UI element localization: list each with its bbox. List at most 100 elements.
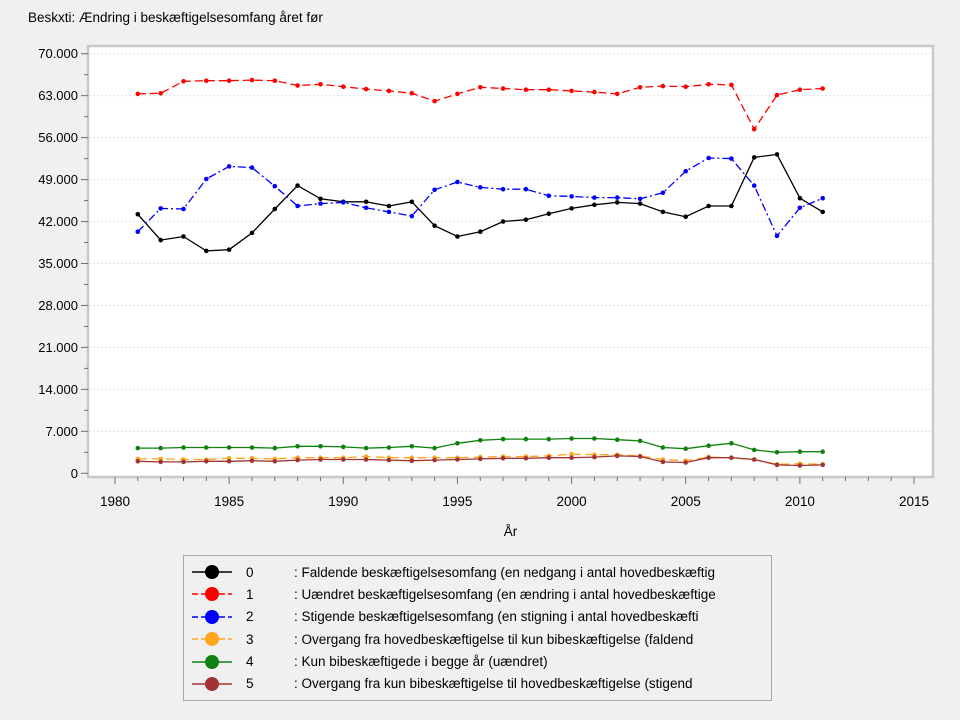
- series-marker: [500, 186, 506, 192]
- x-tick-label: 2000: [557, 494, 587, 509]
- series-marker: [614, 437, 620, 443]
- series-marker: [363, 199, 369, 205]
- series-marker: [592, 89, 597, 95]
- legend-item-4: 4: Kun bibeskæftigede i begge år (uændre…: [190, 651, 771, 673]
- series-marker: [455, 91, 460, 97]
- series-marker: [569, 451, 574, 457]
- series-marker: [500, 436, 506, 442]
- series-marker: [432, 445, 437, 451]
- series-marker: [820, 195, 825, 201]
- y-axis: 70.000 63.000 56.000 49.000 42.000 35.000 28.0…: [38, 46, 88, 481]
- series-marker: [272, 206, 278, 212]
- series-4: [135, 436, 825, 455]
- series-marker: [318, 444, 323, 449]
- series-marker: [683, 84, 688, 89]
- series-marker: [706, 443, 711, 449]
- series-marker: [181, 79, 186, 84]
- series-marker: [455, 441, 460, 446]
- series-marker: [432, 457, 437, 463]
- series-marker: [546, 193, 552, 199]
- series-marker: [569, 436, 574, 441]
- series-marker: [204, 78, 209, 83]
- series-marker: [432, 187, 437, 193]
- series-marker: [637, 454, 643, 459]
- series-marker: [592, 436, 597, 441]
- series-marker: [363, 457, 369, 462]
- series-marker: [637, 438, 643, 444]
- series-marker: [204, 176, 209, 182]
- series-marker: [455, 234, 460, 239]
- series-marker: [158, 91, 163, 96]
- y-tick-label: 21.000: [38, 340, 78, 355]
- series-marker: [318, 82, 323, 87]
- series-marker: [797, 195, 803, 201]
- series-marker: [751, 183, 757, 188]
- series-marker: [729, 455, 734, 461]
- series-marker: [592, 195, 597, 200]
- legend-marker-icon: [192, 565, 232, 579]
- series-marker: [341, 444, 346, 450]
- series-marker: [386, 209, 392, 215]
- series-marker: [523, 217, 529, 222]
- series-marker: [478, 456, 483, 462]
- series-marker: [683, 214, 688, 219]
- series-marker: [637, 196, 643, 202]
- series-marker: [272, 445, 278, 451]
- series-marker: [386, 203, 392, 209]
- series-marker: [272, 78, 278, 83]
- series-marker: [729, 441, 734, 446]
- series-marker: [660, 459, 666, 465]
- series-marker: [478, 229, 483, 234]
- series-marker: [523, 186, 529, 192]
- legend-item-1: 1: Uændret beskæftigelsesomfang (en ændr…: [190, 583, 771, 605]
- legend-series-key: 3: [246, 631, 254, 647]
- legend-marker-icon: [192, 609, 232, 624]
- series-marker: [409, 213, 415, 219]
- series-marker: [249, 230, 255, 236]
- x-axis: 1980 1985 1990 1995 2000 2005 2010 2015 År: [100, 477, 929, 539]
- series-marker: [797, 87, 803, 92]
- series-marker: [318, 201, 323, 206]
- series-marker: [797, 463, 803, 468]
- series-marker: [363, 445, 369, 451]
- x-tick-label: 1990: [328, 494, 358, 509]
- series-marker: [774, 92, 780, 98]
- series-marker: [318, 196, 323, 202]
- series-marker: [158, 237, 163, 243]
- legend-series-label: : Overgang fra kun bibeskæftigelse til h…: [294, 676, 693, 692]
- series-marker: [363, 86, 369, 92]
- series-marker: [774, 152, 780, 157]
- legend-series-key: 0: [246, 564, 254, 580]
- series-marker: [660, 190, 666, 196]
- series-marker: [797, 449, 803, 455]
- series-marker: [660, 445, 666, 450]
- y-tick-label: 42.000: [38, 214, 78, 229]
- y-tick-label: 14.000: [38, 382, 78, 397]
- series-marker: [226, 247, 232, 252]
- series-marker: [409, 91, 415, 96]
- y-tick-label: 56.000: [38, 130, 78, 145]
- legend-series-label: : Faldende beskæftigelsesomfang (en nedg…: [294, 564, 716, 580]
- series-marker: [226, 164, 232, 169]
- series-marker: [432, 223, 437, 228]
- y-tick-label: 0: [71, 466, 78, 481]
- series-marker: [386, 445, 392, 450]
- series-marker: [729, 82, 734, 88]
- series-marker: [523, 436, 529, 442]
- series-marker: [135, 445, 141, 451]
- x-tick-label: 1985: [214, 494, 244, 509]
- series-marker: [592, 202, 597, 208]
- series-marker: [500, 219, 506, 224]
- legend-series-key: 4: [246, 654, 254, 670]
- series-marker: [569, 88, 574, 94]
- series-marker: [774, 233, 780, 239]
- x-tick-label: 2010: [785, 494, 815, 509]
- series-marker: [226, 445, 232, 450]
- legend-series-label: : Overgang fra hovedbeskæftigelse til ku…: [294, 631, 694, 647]
- series-marker: [637, 201, 643, 206]
- series-marker: [751, 126, 757, 132]
- series-marker: [751, 155, 757, 160]
- series-marker: [341, 457, 346, 462]
- series-marker: [820, 449, 825, 455]
- series-marker: [181, 206, 186, 212]
